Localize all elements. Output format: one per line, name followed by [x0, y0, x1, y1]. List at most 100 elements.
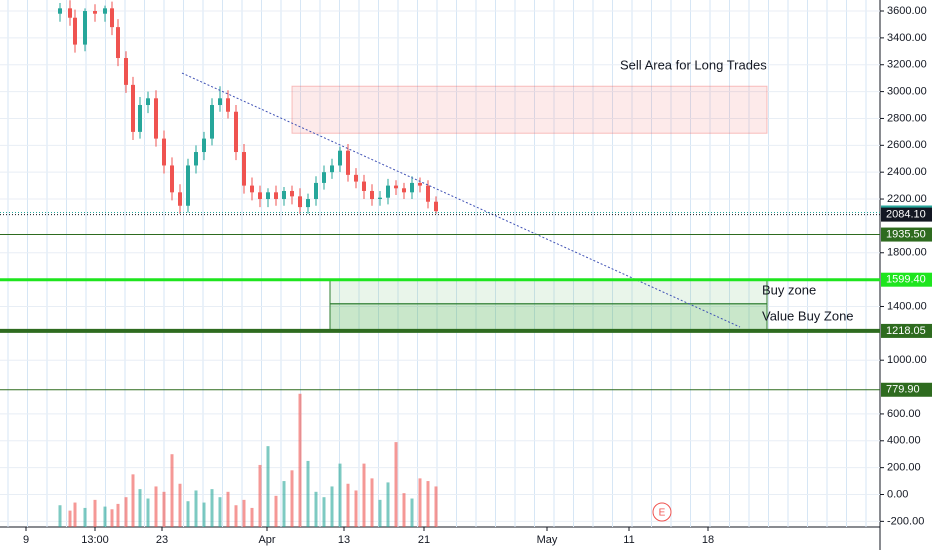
candle-body [103, 8, 107, 14]
candle-body [394, 185, 398, 189]
candle-body [93, 11, 97, 14]
y-tick-label: 1000.00 [887, 354, 927, 366]
y-tick-label: 1800.00 [887, 247, 927, 259]
y-tick-label: 400.00 [887, 435, 921, 447]
candle-body [346, 150, 350, 175]
annotation: Value Buy Zone [762, 309, 854, 324]
y-tick-label: -200.00 [887, 515, 924, 527]
volume-bar [210, 489, 214, 527]
volume-bar [186, 501, 190, 527]
volume-bar [202, 502, 206, 527]
price-tag-label: 2084.10 [886, 209, 926, 221]
candle-body [258, 192, 262, 200]
candle-body [306, 199, 310, 208]
candle-body [402, 188, 406, 193]
y-tick-label: 3600.00 [887, 5, 927, 17]
x-tick-label: 13:00 [81, 534, 109, 546]
candle-body [234, 111, 238, 153]
volume-bar [124, 497, 128, 527]
price-tag-label: 1218.05 [886, 325, 926, 337]
candle-body [154, 98, 158, 139]
candle-body [83, 11, 87, 45]
volume-bar [103, 506, 107, 527]
event-label: E [659, 508, 666, 519]
x-tick-label: Apr [258, 534, 275, 546]
volume-bar [170, 454, 174, 527]
volume-bar [258, 464, 262, 527]
candle-body [338, 150, 342, 166]
candle-body [162, 138, 166, 166]
y-tick-label: 3000.00 [887, 86, 927, 98]
candle-body [210, 105, 214, 139]
y-tick-label: 2600.00 [887, 139, 927, 151]
annotation: Buy zone [762, 282, 816, 297]
volume-bar [68, 510, 72, 527]
volume-bar [138, 489, 142, 527]
volume-bar [290, 470, 294, 527]
candle-body [178, 192, 182, 206]
price-tag [881, 207, 932, 222]
candle-body [274, 192, 278, 200]
volume-bar [226, 491, 230, 527]
volume-bar [378, 499, 382, 527]
volume-bar [354, 490, 358, 527]
candle-body [330, 165, 334, 173]
y-tick-label: 1400.00 [887, 300, 927, 312]
volume-bar [178, 483, 182, 527]
volume-bar [58, 505, 62, 527]
volume-bar [146, 498, 150, 527]
volume-bar [314, 491, 318, 527]
candle-body [410, 182, 414, 193]
candle-body [194, 152, 198, 166]
volume-bar [394, 442, 398, 527]
candle-body [250, 185, 254, 193]
volume-bar [274, 495, 278, 527]
y-tick-label: 600.00 [887, 408, 921, 420]
volume-bar [93, 499, 97, 527]
volume-bar [154, 486, 158, 527]
candle-body [186, 165, 190, 206]
candle-body [418, 182, 422, 186]
price-tag [881, 227, 932, 242]
candle-body [290, 190, 294, 197]
volume-bar [73, 502, 77, 527]
candle-body [124, 58, 128, 85]
candle-body [226, 98, 230, 112]
volume-bar [362, 463, 366, 527]
y-tick-label: 2400.00 [887, 166, 927, 178]
candle-body [58, 8, 62, 14]
x-tick-label: 21 [418, 534, 430, 546]
candle-body [378, 197, 382, 200]
candle-body [370, 190, 374, 200]
volume-bar [194, 490, 198, 527]
volume-bar [370, 478, 374, 527]
x-tick-label: 9 [23, 534, 29, 546]
candle-body [116, 27, 120, 59]
candle-body [314, 182, 318, 200]
x-tick-label: 23 [156, 534, 168, 546]
candle-body [322, 172, 326, 183]
zone [329, 303, 768, 332]
price-tag-label: 1935.50 [886, 228, 926, 240]
volume-bar [322, 497, 326, 527]
candle-body [73, 17, 77, 45]
y-tick-label: 2800.00 [887, 112, 927, 124]
candle-body [218, 98, 222, 106]
candle-body [131, 84, 135, 132]
volume-bar [330, 486, 334, 527]
y-tick-label: 3400.00 [887, 32, 927, 44]
y-tick-label: 0.00 [887, 488, 908, 500]
volume-bar [346, 483, 350, 527]
volume-bar [338, 463, 342, 527]
volume-bar [242, 499, 246, 527]
candle-body [362, 181, 366, 191]
annotation: Sell Area for Long Trades [620, 58, 767, 73]
candle-body [110, 8, 114, 28]
event-marker [652, 502, 672, 522]
candle-body [242, 152, 246, 186]
candle-body [426, 185, 430, 202]
volume-bar [110, 509, 114, 527]
volume-bar [306, 460, 310, 527]
volume-bar [418, 478, 422, 527]
volume-bar [386, 482, 390, 527]
